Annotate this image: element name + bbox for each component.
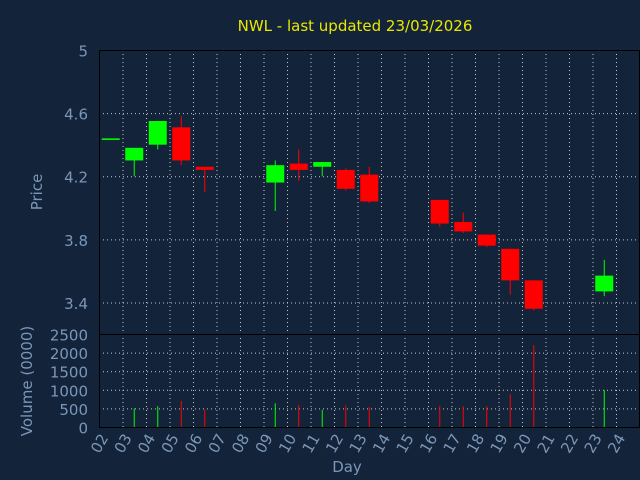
- candle-body: [313, 162, 332, 167]
- candle-body: [501, 248, 520, 281]
- volume-y-tick-label: 500: [59, 401, 88, 419]
- candle-body: [454, 221, 473, 232]
- candle-body: [289, 163, 308, 170]
- candle-body: [172, 127, 191, 161]
- price-candles: [101, 116, 614, 311]
- volume-axis-label: Volume (0000): [18, 326, 36, 436]
- price-y-tick-label: 3.4: [64, 295, 88, 313]
- x-axis-label: Day: [332, 458, 362, 476]
- price-y-tick-label: 4.2: [64, 169, 88, 187]
- volume-y-tick-label: 1000: [50, 382, 88, 400]
- volume-y-tick-label: 2000: [50, 345, 88, 363]
- x-tick-labels: 0203040506070809101112131415161718192021…: [87, 431, 629, 457]
- candle-body: [125, 147, 144, 161]
- chart-title: NWL - last updated 23/03/2026: [238, 17, 473, 35]
- candle-body: [101, 138, 120, 140]
- candle-body: [195, 166, 214, 170]
- candle-body: [477, 234, 496, 246]
- candle-body: [148, 121, 167, 145]
- price-y-tick-label: 4.6: [64, 106, 88, 124]
- price-y-tick-labels: 3.4 3.8 4.2 4.6 5: [64, 43, 88, 313]
- candle-body: [336, 169, 355, 189]
- volume-y-tick-label: 0: [78, 420, 88, 438]
- candle-body: [360, 174, 379, 202]
- price-axis-label: Price: [28, 174, 46, 211]
- candle-body: [595, 275, 614, 292]
- volume-y-tick-label: 1500: [50, 364, 88, 382]
- price-y-tick-label: 3.8: [64, 232, 88, 250]
- candle-body: [430, 199, 449, 224]
- volume-y-tick-label: 2500: [50, 327, 88, 345]
- candle-body: [266, 165, 285, 183]
- candle-body: [524, 280, 543, 309]
- price-y-tick-label: 5: [78, 43, 88, 61]
- volume-bars: [133, 345, 605, 427]
